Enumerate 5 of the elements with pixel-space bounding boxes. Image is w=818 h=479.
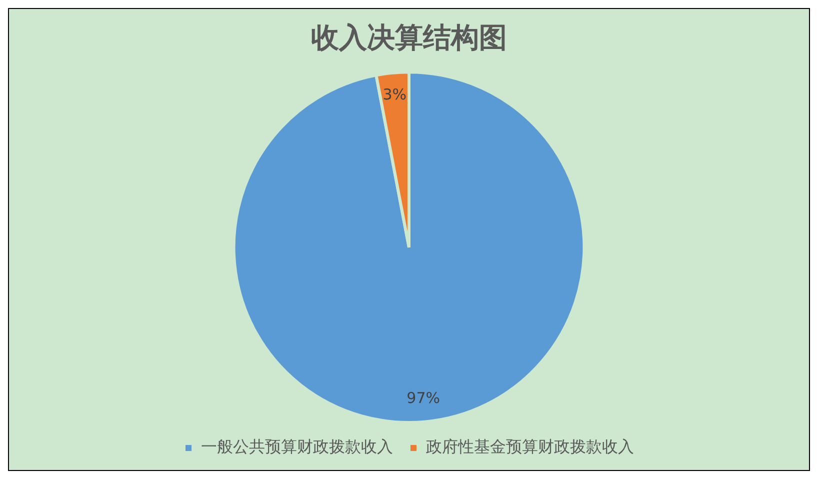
data-label: 3% — [382, 85, 407, 104]
legend-label: 一般公共预算财政拨款收入 — [201, 437, 393, 456]
data-label: 97% — [406, 388, 440, 407]
legend-label: 政府性基金预算财政拨款收入 — [426, 437, 634, 456]
chart-title: 收入决算结构图 — [311, 21, 507, 54]
